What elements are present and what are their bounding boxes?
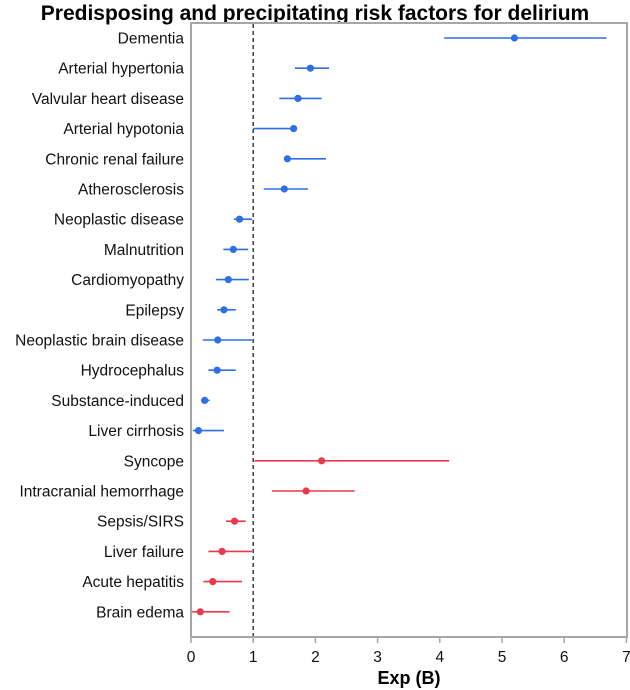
point-hydrocephalus: [213, 366, 221, 374]
category-label-sepsis-sirs: Sepsis/SIRS: [97, 514, 184, 531]
category-label-intracranial-hemorrhage: Intracranial hemorrhage: [19, 484, 184, 501]
point-intracranial-hemorrhage: [302, 487, 310, 495]
category-label-valvular-heart-disease: Valvular heart disease: [32, 91, 184, 108]
point-neoplastic-disease: [235, 215, 244, 223]
point-epilepsy: [220, 306, 228, 314]
category-label-atherosclerosis: Atherosclerosis: [78, 182, 184, 199]
x-tick-label: 7: [622, 649, 630, 666]
x-tick-label: 3: [373, 649, 382, 666]
category-label-substance-induced: Substance-induced: [51, 393, 184, 410]
category-label-arterial-hypotonia: Arterial hypotonia: [63, 121, 184, 138]
category-label-chronic-renal-failure: Chronic renal failure: [45, 151, 184, 168]
x-axis: 0 1 2 3 4 5 6 7: [187, 637, 630, 666]
category-label-acute-hepatitis: Acute hepatitis: [82, 574, 184, 591]
category-label-liver-cirrhosis: Liver cirrhosis: [88, 423, 184, 440]
x-tick-label: 4: [435, 649, 444, 666]
category-label-neoplastic-brain-disease: Neoplastic brain disease: [15, 333, 184, 350]
point-valvular-heart-disease: [294, 94, 302, 102]
category-label-malnutrition: Malnutrition: [104, 242, 184, 259]
category-label-liver-failure: Liver failure: [104, 544, 184, 561]
category-label-dementia: Dementia: [118, 31, 185, 48]
point-malnutrition: [229, 245, 237, 253]
point-syncope: [318, 457, 326, 465]
category-labels: Dementia Arterial hypertonia Valvular hear…: [15, 31, 184, 622]
point-acute-hepatitis: [209, 578, 217, 586]
x-tick-label: 0: [187, 649, 196, 666]
point-neoplastic-brain-disease: [214, 336, 222, 344]
x-tick-label: 6: [560, 649, 569, 666]
category-label-neoplastic-disease: Neoplastic disease: [54, 212, 184, 229]
x-tick-label: 1: [249, 649, 258, 666]
point-liver-cirrhosis: [194, 427, 203, 435]
point-sepsis-sirs: [230, 517, 239, 525]
category-label-cardiomyopathy: Cardiomyopathy: [71, 272, 184, 289]
x-tick-label: 5: [498, 649, 507, 666]
plot-area-frame: [190, 22, 628, 638]
category-label-syncope: Syncope: [124, 453, 184, 470]
data-marks: [192, 34, 607, 616]
x-tick-label: 2: [311, 649, 320, 666]
category-label-arterial-hypertonia: Arterial hypertonia: [58, 61, 184, 78]
point-atherosclerosis: [280, 185, 288, 193]
category-label-brain-edema: Brain edema: [96, 604, 184, 621]
point-substance-induced: [201, 396, 209, 404]
chart-title: Predisposing and precipitating risk fact…: [40, 2, 590, 25]
point-liver-failure: [218, 547, 226, 556]
x-axis-label: Exp (B): [378, 668, 441, 688]
point-cardiomyopathy: [224, 276, 232, 284]
point-arterial-hypotonia: [290, 125, 298, 133]
point-arterial-hypertonia: [306, 64, 315, 72]
category-label-epilepsy: Epilepsy: [125, 302, 184, 319]
category-label-hydrocephalus: Hydrocephalus: [81, 363, 185, 380]
point-chronic-renal-failure: [283, 155, 292, 163]
point-dementia: [510, 34, 519, 42]
point-brain-edema: [196, 608, 204, 616]
